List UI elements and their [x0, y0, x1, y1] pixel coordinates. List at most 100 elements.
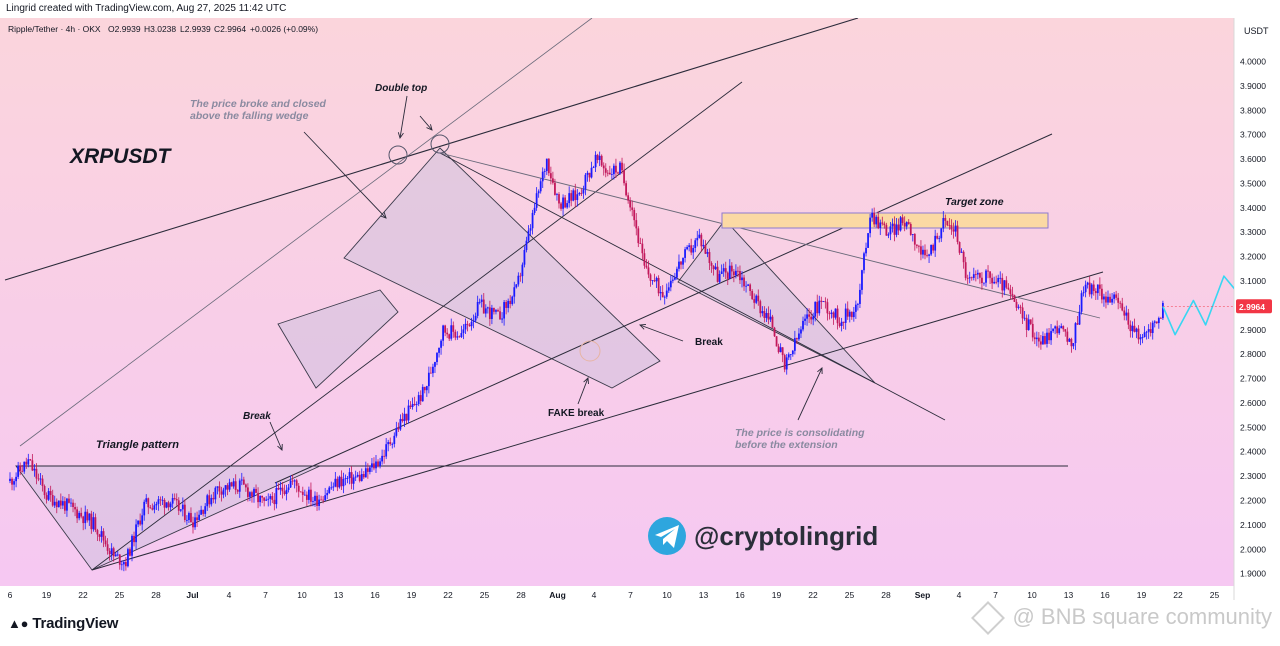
candle-body [629, 200, 632, 208]
candle-body [966, 277, 969, 279]
candle-body [848, 311, 851, 317]
candle-body [665, 290, 668, 297]
price-axis[interactable]: USDT 4.0000 3.9000 3.8000 3.7000 3.6000 3.500… [1236, 26, 1272, 579]
candle-body [907, 222, 910, 225]
candle-body [139, 520, 142, 525]
candle-body [1115, 294, 1118, 298]
candle-body [432, 366, 434, 374]
falling-wedge-shape [343, 147, 661, 389]
candle-body [387, 442, 390, 445]
candle-body [202, 509, 205, 514]
consolidation-arrow-head [817, 367, 823, 375]
candle-body [100, 531, 103, 537]
candle-body [352, 477, 355, 484]
candle-body [149, 507, 152, 509]
candle-body [92, 517, 95, 530]
candle-body [659, 292, 662, 294]
double-top-arrow-right [419, 115, 433, 131]
candle-body [580, 192, 583, 194]
price-chart[interactable]: Ripple/Tether · 4h · OKX O2.9939 H3.0238… [0, 18, 1280, 610]
candle-body [389, 442, 392, 445]
candle-body [338, 476, 341, 488]
time-axis[interactable]: 6 19 22 25 28 Jul 4 7 10 13 16 19 22 25 28 Aug 4 7 10 13 16 1… [8, 590, 1220, 600]
candle-body [613, 165, 615, 175]
candle-body [586, 172, 589, 175]
candle-body [769, 316, 772, 320]
candle-body [482, 299, 485, 314]
candle-body [956, 225, 959, 243]
candle-body [1054, 326, 1057, 329]
candle-body [474, 315, 477, 321]
candle-body [57, 500, 60, 508]
annotation-target-zone: Target zone [945, 196, 1004, 208]
time-tick-label: 16 [370, 590, 380, 600]
candle-body [983, 282, 985, 284]
candle-body [183, 504, 186, 521]
upper-long-trendline [4, 18, 859, 281]
candle-body [291, 480, 294, 482]
candle-body [423, 386, 426, 391]
candle-body [704, 244, 707, 254]
candle-body [366, 468, 369, 472]
candle-body [448, 334, 451, 339]
candle-body [637, 228, 640, 244]
candle-body [757, 295, 760, 302]
last-price-badge [1236, 299, 1272, 314]
candle-body [1025, 317, 1028, 331]
candle-body [261, 495, 264, 498]
candle-body [371, 463, 373, 468]
candle-body [222, 489, 225, 495]
candle-body [1137, 328, 1140, 340]
candle-body [1155, 321, 1158, 324]
chart-area[interactable]: Ripple/Tether · 4h · OKX O2.9939 H3.0238… [0, 18, 1280, 610]
candle-body [454, 331, 457, 338]
candle-body [35, 468, 38, 479]
candle-body [31, 460, 34, 471]
candle-body [1003, 280, 1006, 291]
candle-body [871, 212, 874, 218]
candle-body [19, 465, 22, 471]
candle-body [430, 372, 432, 374]
candle-body [220, 491, 223, 495]
time-tick-label: 13 [1064, 590, 1074, 600]
candle-body [360, 474, 363, 481]
candle-body [708, 252, 711, 264]
candle-body [1141, 337, 1144, 338]
candle-body [129, 549, 131, 556]
candle-body [842, 321, 845, 323]
candle-body [1017, 306, 1020, 308]
candle-body [934, 235, 937, 251]
candle-series [9, 151, 1234, 572]
candle-body [462, 329, 465, 334]
candle-body [334, 478, 337, 487]
community-watermark: @ BNB square community [971, 601, 1272, 636]
candle-body [326, 492, 329, 496]
consolidation-arrow [797, 367, 823, 421]
candle-body [852, 311, 855, 318]
candle-body [1082, 292, 1085, 294]
candle-body [952, 229, 955, 232]
candle-body [635, 220, 638, 229]
annotation-break-right: Break [695, 337, 723, 348]
price-tick-label: 2.4000 [1240, 447, 1266, 457]
candle-body [409, 405, 412, 407]
candle-body [98, 534, 101, 537]
candle-body [1058, 328, 1061, 334]
candle-body [127, 549, 129, 567]
candle-body [600, 155, 603, 166]
candle-body [682, 257, 684, 265]
candle-body [1149, 329, 1152, 334]
candle-body [989, 271, 991, 278]
last-price-label: 2.9964 [1239, 302, 1265, 312]
candle-body [513, 287, 516, 297]
candle-body [905, 222, 908, 227]
price-tick-label: 2.5000 [1240, 422, 1266, 432]
candle-body [320, 499, 322, 501]
candle-body [545, 158, 548, 172]
candle-body [145, 498, 148, 502]
time-tick-label: 4 [592, 590, 597, 600]
candle-body [859, 289, 861, 304]
candle-body [23, 461, 26, 472]
tradingview-logo[interactable]: ▲● TradingView [8, 615, 118, 632]
candle-body [968, 277, 971, 279]
